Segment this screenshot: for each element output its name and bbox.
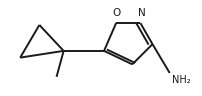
Text: NH₂: NH₂ — [172, 75, 190, 85]
Text: O: O — [112, 8, 120, 18]
Text: N: N — [138, 8, 145, 18]
